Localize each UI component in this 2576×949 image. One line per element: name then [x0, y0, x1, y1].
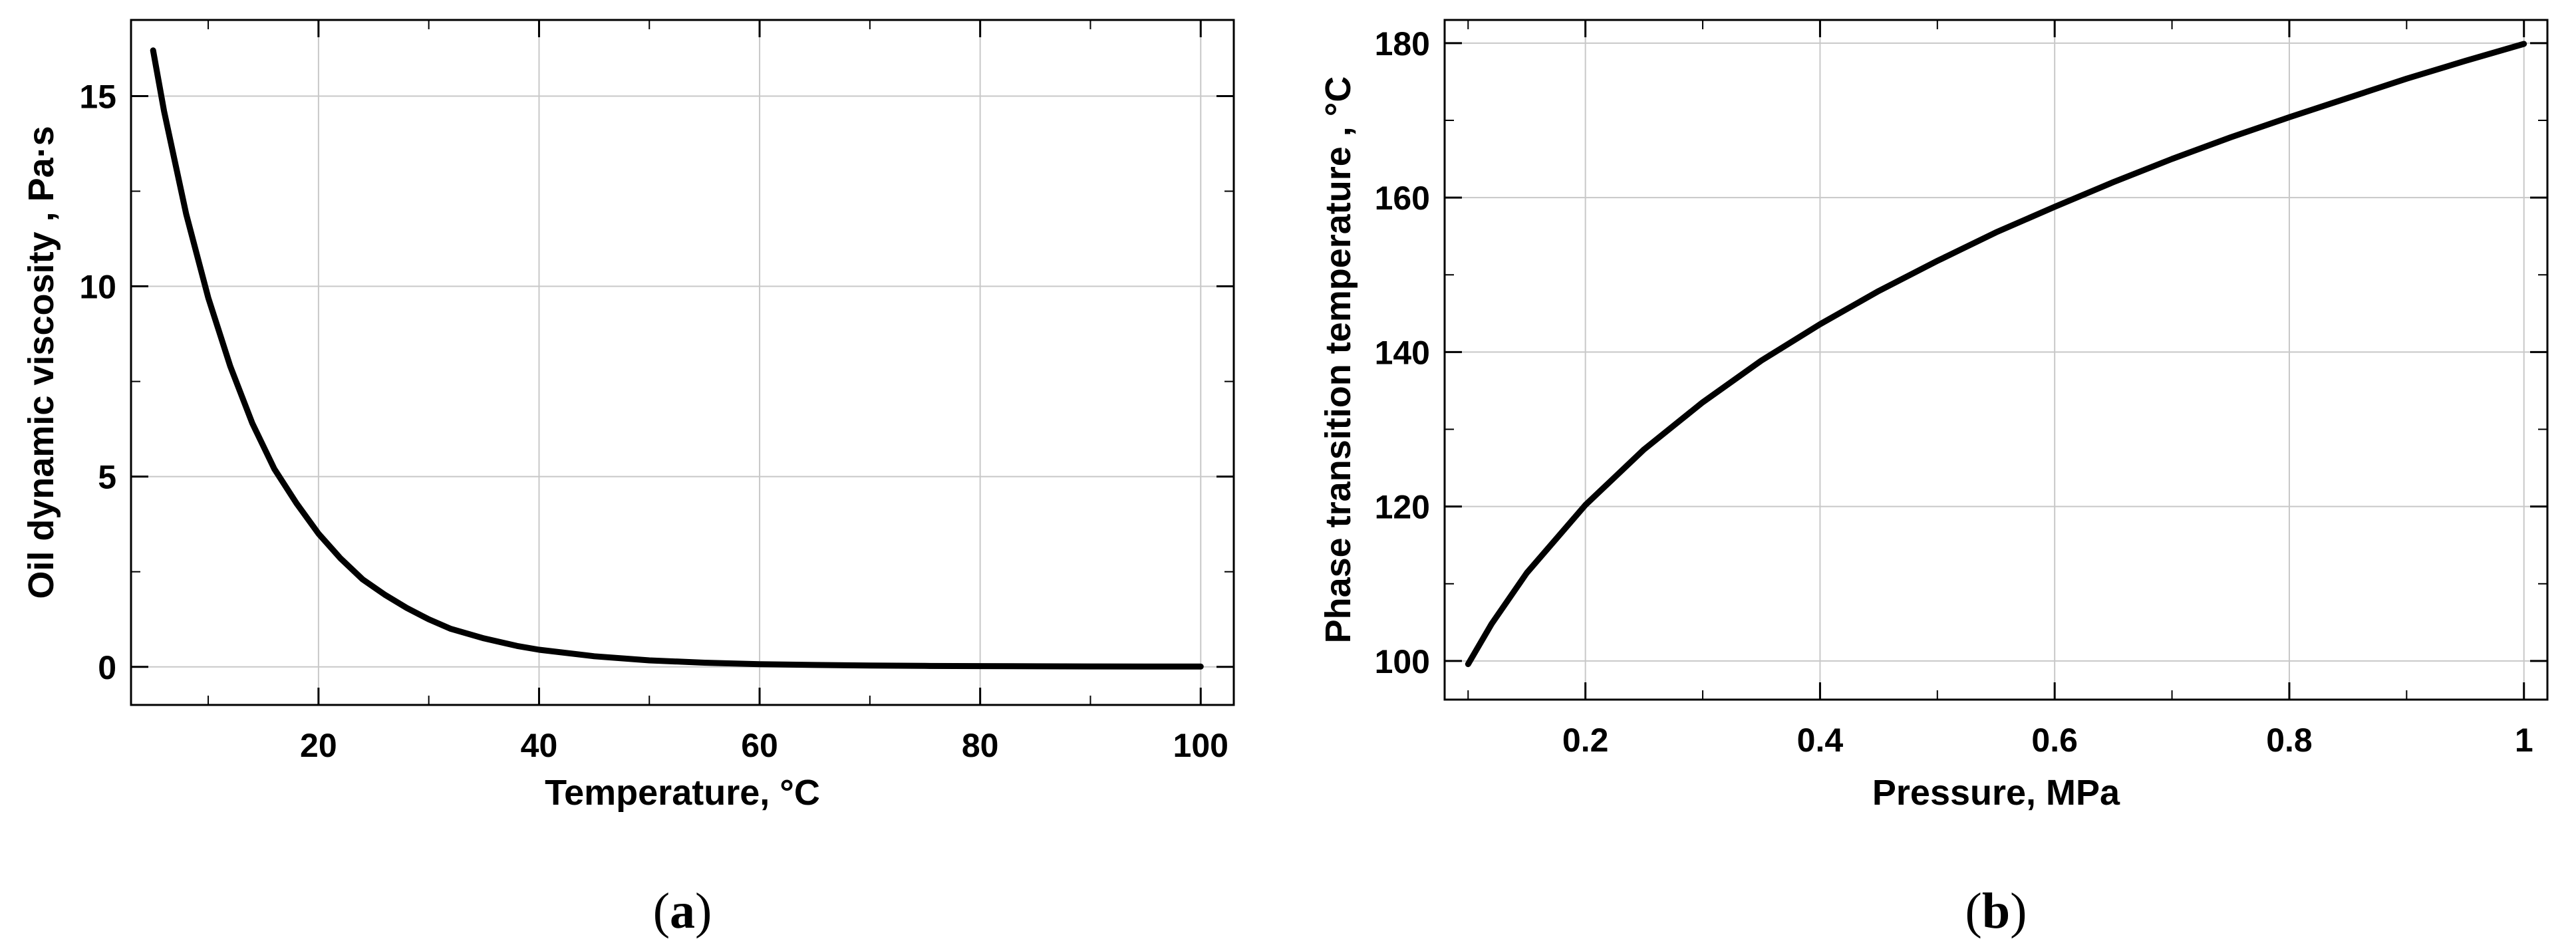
- x-tick-label-3: 80: [962, 727, 999, 764]
- x-tick-label-0: 0.2: [1562, 722, 1609, 759]
- x-axis-title: Temperature, °C: [545, 773, 820, 813]
- x-tick-label-4: 1: [2515, 722, 2533, 759]
- y-axis-title: Oil dynamic viscosity , Pa·s: [21, 126, 61, 599]
- y-tick-label-4: 180: [1375, 25, 1430, 63]
- x-tick-label-0: 20: [300, 727, 337, 764]
- x-tick-label-4: 100: [1173, 727, 1228, 764]
- y-tick-label-3: 15: [79, 78, 116, 115]
- x-tick-label-2: 0.6: [2031, 722, 2078, 759]
- plot-frame: [1443, 19, 2549, 701]
- chart-panel-a: 20 40 60 80 100 0 5 10 15 Temperature, °C Oil dyna…: [21, 19, 1235, 939]
- y-tick-label-2: 10: [79, 269, 116, 306]
- series-line-0: [150, 47, 1204, 670]
- y-tick-label-2: 140: [1375, 334, 1430, 371]
- y-tick-label-0: 100: [1375, 643, 1430, 680]
- y-tick-label-1: 120: [1375, 489, 1430, 526]
- y-tick-label-1: 5: [98, 459, 116, 496]
- x-tick-label-1: 0.4: [1797, 722, 1844, 759]
- panel-label: (a): [653, 883, 712, 939]
- x-axis-title: Pressure, MPa: [1872, 773, 2120, 813]
- y-tick-label-0: 0: [98, 649, 116, 686]
- y-tick-label-3: 160: [1375, 180, 1430, 217]
- y-axis-title: Phase transition temperature , °C: [1318, 76, 1358, 644]
- series-line-0: [1465, 41, 2527, 668]
- x-tick-label-1: 40: [521, 727, 558, 764]
- x-tick-label-3: 0.8: [2266, 722, 2313, 759]
- x-tick-label-2: 60: [741, 727, 778, 764]
- panel-label: (b): [1965, 883, 2027, 939]
- chart-panel-b: 0.2 0.4 0.6 0.8 1 100 120 140 160 180 Pressure, MP…: [1318, 19, 2549, 939]
- plot-frame: [130, 19, 1235, 706]
